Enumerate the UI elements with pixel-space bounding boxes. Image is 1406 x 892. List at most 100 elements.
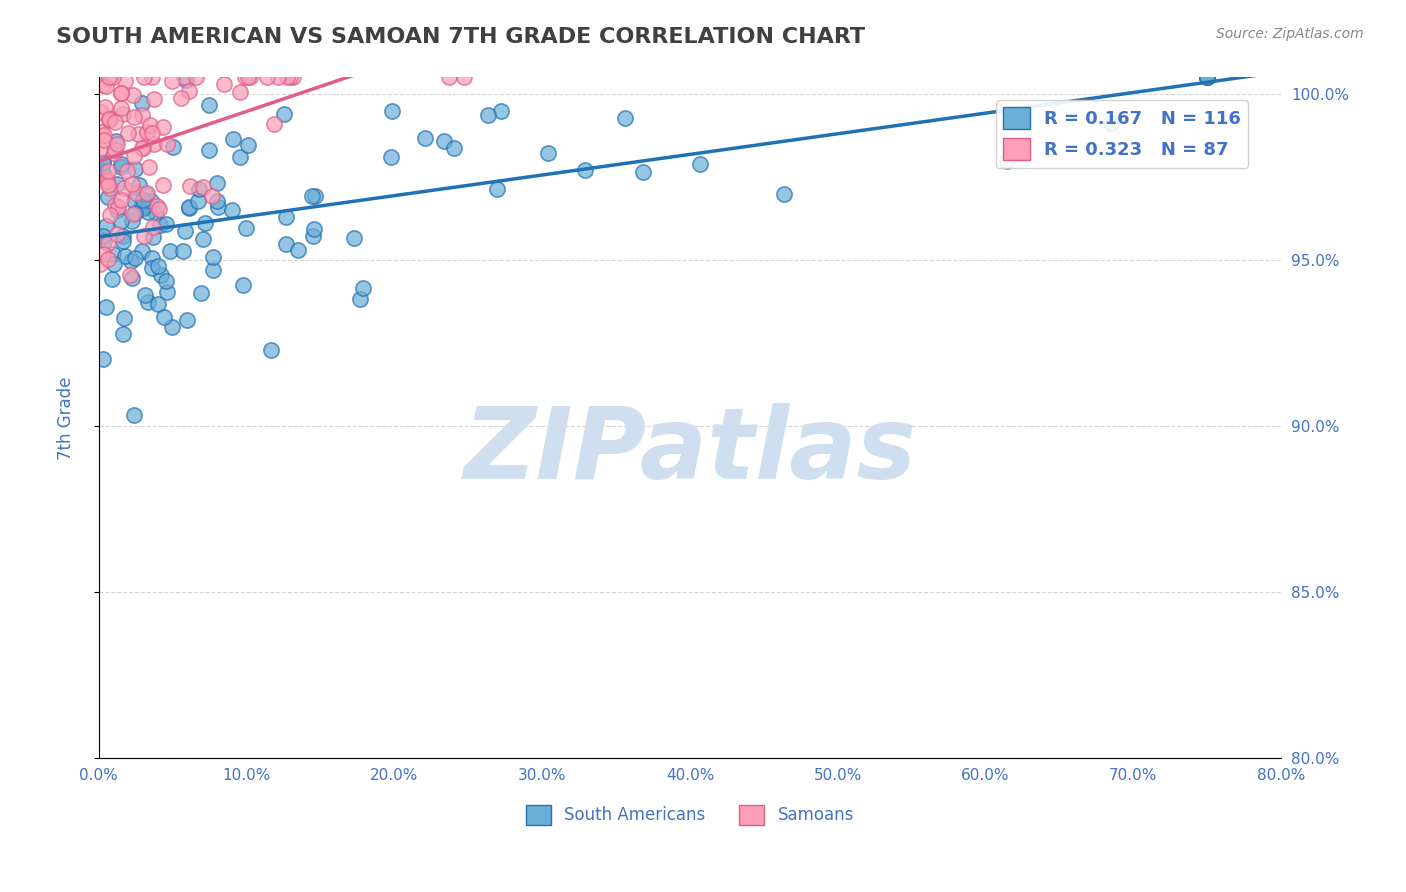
Point (98, 70, 121, 85)
Point (139, 118, 162, 132)
Point (143, 136, 166, 151)
Point (94, 219, 117, 233)
Point (160, 320, 183, 334)
Point (995, 154, 1018, 169)
Point (174, 73, 197, 87)
Point (159, 244, 181, 258)
Point (124, 162, 146, 177)
Point (134, 229, 156, 244)
Point (152, 178, 174, 193)
Point (228, 85, 250, 99)
Point (128, 178, 150, 193)
Point (238, 138, 260, 153)
Point (1197, 70, 1219, 85)
Point (134, 288, 156, 302)
Point (352, 281, 374, 295)
Point (138, 160, 160, 174)
Point (90, 125, 112, 139)
Point (1197, 70, 1219, 85)
Point (98, 111, 121, 125)
Point (772, 186, 794, 201)
Point (281, 70, 304, 85)
Point (173, 224, 195, 238)
Point (111, 327, 134, 342)
Point (96, 300, 118, 314)
Point (301, 228, 323, 243)
Point (93, 166, 115, 180)
Point (135, 125, 157, 139)
Point (267, 70, 290, 85)
Point (91, 155, 114, 169)
Point (205, 176, 228, 190)
Point (127, 127, 149, 141)
Point (91, 351, 114, 366)
Point (198, 98, 221, 112)
Point (343, 231, 366, 245)
Point (96, 174, 118, 188)
Point (139, 194, 162, 209)
Point (179, 85, 201, 99)
Y-axis label: 7th Grade: 7th Grade (58, 376, 75, 459)
Point (114, 249, 136, 263)
Point (222, 132, 245, 146)
Point (97, 252, 120, 266)
Point (148, 202, 170, 216)
Point (101, 70, 124, 85)
Point (98, 112, 121, 127)
Point (131, 244, 153, 259)
Point (97, 164, 120, 178)
Point (98, 112, 121, 127)
Point (112, 310, 135, 325)
Point (156, 285, 179, 300)
Point (104, 115, 127, 129)
Point (131, 141, 153, 155)
Point (141, 70, 163, 85)
Point (153, 310, 176, 324)
Point (489, 104, 512, 119)
Text: Source: ZipAtlas.com: Source: ZipAtlas.com (1216, 27, 1364, 41)
Point (105, 227, 128, 241)
Point (101, 272, 124, 286)
Point (132, 199, 155, 213)
Point (486, 182, 509, 196)
Point (110, 86, 132, 100)
Text: SOUTH AMERICAN VS SAMOAN 7TH GRADE CORRELATION CHART: SOUTH AMERICAN VS SAMOAN 7TH GRADE CORRE… (56, 27, 865, 46)
Point (115, 164, 138, 178)
Point (260, 343, 283, 357)
Point (176, 313, 198, 327)
Point (1099, 115, 1122, 129)
Point (301, 189, 323, 203)
Point (278, 70, 301, 85)
Point (207, 201, 229, 215)
Point (122, 207, 145, 221)
Point (118, 268, 141, 282)
Point (1197, 70, 1219, 85)
Point (91, 78, 114, 92)
Point (124, 252, 146, 266)
Point (97, 178, 120, 193)
Point (93, 234, 115, 248)
Point (89, 143, 111, 157)
Point (136, 205, 159, 219)
Point (162, 140, 184, 154)
Point (91, 229, 114, 244)
Point (453, 70, 475, 85)
Point (141, 126, 163, 140)
Point (437, 70, 460, 85)
Point (125, 186, 148, 200)
Point (143, 92, 166, 106)
Point (104, 143, 127, 157)
Point (114, 73, 136, 87)
Point (124, 110, 146, 124)
Point (238, 70, 260, 85)
Point (103, 257, 125, 271)
Point (198, 143, 221, 157)
Point (121, 177, 143, 191)
Point (304, 189, 326, 203)
Point (90, 104, 112, 119)
Point (381, 103, 404, 118)
Point (179, 179, 201, 194)
Point (145, 205, 167, 219)
Point (110, 160, 132, 174)
Point (233, 70, 256, 85)
